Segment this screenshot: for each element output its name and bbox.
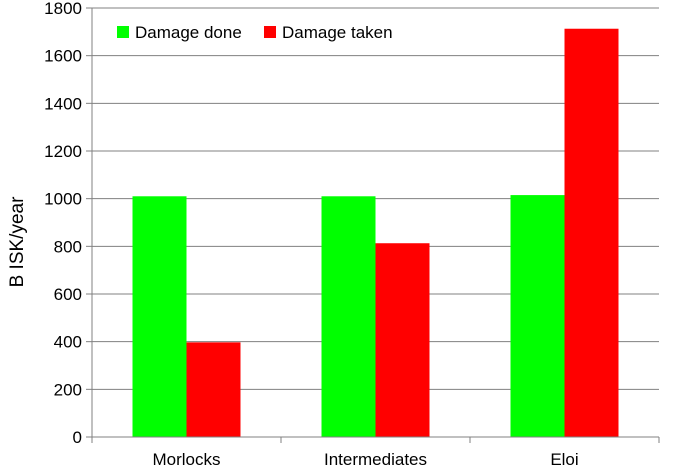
bar-eloi-damage-taken (564, 28, 619, 438)
legend-swatch-damage-taken (264, 26, 276, 38)
y-tick-label-1000: 1000 (44, 190, 82, 209)
y-tick-label-1200: 1200 (44, 142, 82, 161)
x-tick-label-eloi: Eloi (550, 450, 578, 469)
axes (91, 8, 659, 438)
legend: Damage done Damage taken (117, 23, 393, 42)
y-axis-title: B ISK/year (7, 196, 28, 287)
x-tick-label-morlocks: Morlocks (152, 450, 220, 469)
legend-swatch-damage-done (117, 26, 129, 38)
y-tick-label-600: 600 (54, 285, 82, 304)
bar-eloi-damage-done (510, 195, 565, 437)
y-tick-labels: 0 200 400 600 800 1000 1200 1400 1600 1800 (44, 0, 82, 447)
x-tick-labels: Morlocks Intermediates Eloi (152, 450, 578, 469)
y-tick-label-200: 200 (54, 380, 82, 399)
legend-label-damage-done: Damage done (135, 23, 242, 42)
bar-morlocks-damage-taken (186, 342, 241, 437)
y-tick-label-1800: 1800 (44, 0, 82, 18)
x-tick-label-intermediates: Intermediates (324, 450, 427, 469)
legend-label-damage-taken: Damage taken (282, 23, 393, 42)
y-tick-label-1400: 1400 (44, 94, 82, 113)
y-tick-label-400: 400 (54, 333, 82, 352)
y-tick-label-800: 800 (54, 237, 82, 256)
bars (132, 28, 619, 438)
bar-intermediates-damage-done (321, 196, 376, 437)
bar-morlocks-damage-done (132, 196, 187, 437)
bar-intermediates-damage-taken (375, 243, 430, 437)
y-tick-label-0: 0 (73, 428, 82, 447)
y-tick-label-1600: 1600 (44, 47, 82, 66)
